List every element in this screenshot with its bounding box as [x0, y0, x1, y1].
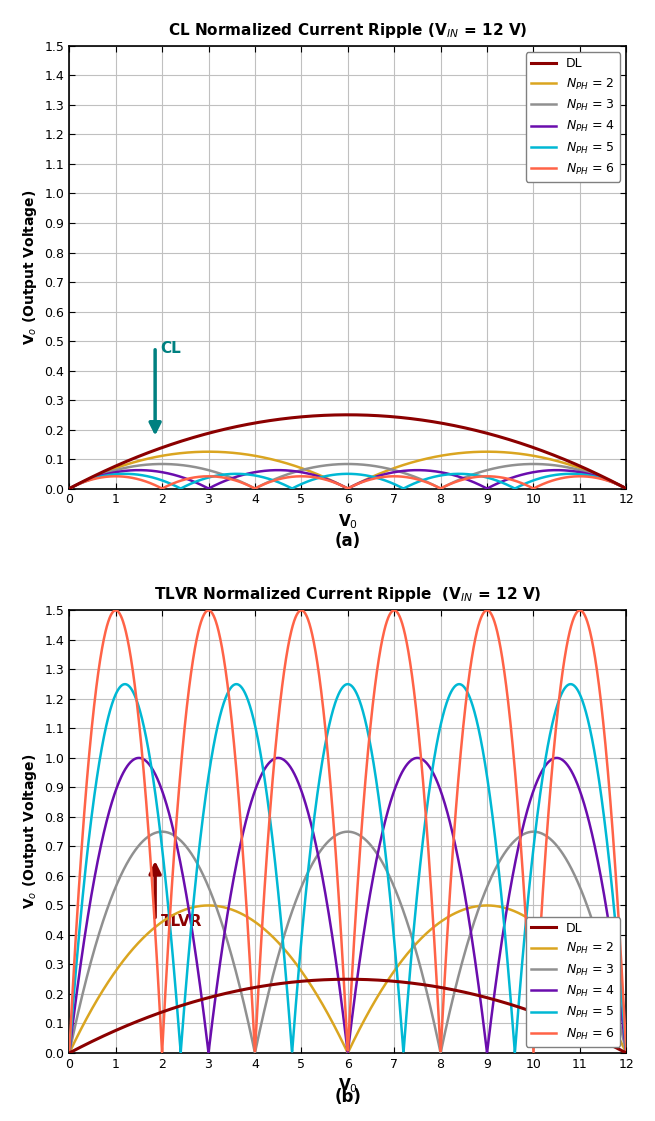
X-axis label: V$_0$: V$_0$	[338, 1076, 358, 1095]
Text: (a): (a)	[335, 532, 361, 550]
Title: TLVR Normalized Current Ripple  (V$_{IN}$ = 12 V): TLVR Normalized Current Ripple (V$_{IN}$…	[154, 585, 542, 604]
Title: CL Normalized Current Ripple (V$_{IN}$ = 12 V): CL Normalized Current Ripple (V$_{IN}$ =…	[168, 21, 527, 40]
Y-axis label: V$_o$ (Output Voltage): V$_o$ (Output Voltage)	[21, 189, 39, 345]
Text: (b): (b)	[334, 1087, 361, 1105]
Text: CL: CL	[160, 341, 181, 355]
Legend: DL, $N_{PH}$ = 2, $N_{PH}$ = 3, $N_{PH}$ = 4, $N_{PH}$ = 5, $N_{PH}$ = 6: DL, $N_{PH}$ = 2, $N_{PH}$ = 3, $N_{PH}$…	[526, 917, 620, 1047]
X-axis label: V$_0$: V$_0$	[338, 512, 358, 530]
Y-axis label: V$_o$ (Output Voltage): V$_o$ (Output Voltage)	[21, 754, 39, 909]
Legend: DL, $N_{PH}$ = 2, $N_{PH}$ = 3, $N_{PH}$ = 4, $N_{PH}$ = 5, $N_{PH}$ = 6: DL, $N_{PH}$ = 2, $N_{PH}$ = 3, $N_{PH}$…	[526, 53, 620, 182]
Text: TLVR: TLVR	[160, 914, 202, 929]
